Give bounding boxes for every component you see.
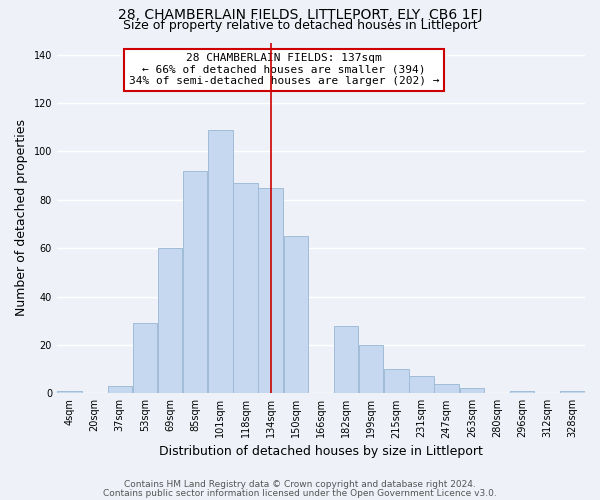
Bar bbox=[334, 326, 358, 394]
Text: 28, CHAMBERLAIN FIELDS, LITTLEPORT, ELY, CB6 1FJ: 28, CHAMBERLAIN FIELDS, LITTLEPORT, ELY,… bbox=[118, 8, 482, 22]
Bar bbox=[409, 376, 434, 394]
Bar bbox=[208, 130, 233, 394]
Bar bbox=[158, 248, 182, 394]
Bar bbox=[359, 345, 383, 394]
Bar bbox=[284, 236, 308, 394]
Bar bbox=[259, 188, 283, 394]
Bar bbox=[107, 386, 132, 394]
Bar bbox=[183, 170, 208, 394]
Bar bbox=[460, 388, 484, 394]
Bar bbox=[384, 369, 409, 394]
Bar bbox=[233, 183, 258, 394]
Text: Contains HM Land Registry data © Crown copyright and database right 2024.: Contains HM Land Registry data © Crown c… bbox=[124, 480, 476, 489]
Bar bbox=[57, 391, 82, 394]
Text: Contains public sector information licensed under the Open Government Licence v3: Contains public sector information licen… bbox=[103, 488, 497, 498]
Bar bbox=[133, 323, 157, 394]
Bar bbox=[510, 391, 535, 394]
Y-axis label: Number of detached properties: Number of detached properties bbox=[15, 120, 28, 316]
Bar bbox=[434, 384, 459, 394]
Text: Size of property relative to detached houses in Littleport: Size of property relative to detached ho… bbox=[122, 19, 478, 32]
Text: 28 CHAMBERLAIN FIELDS: 137sqm
← 66% of detached houses are smaller (394)
34% of : 28 CHAMBERLAIN FIELDS: 137sqm ← 66% of d… bbox=[129, 53, 439, 86]
X-axis label: Distribution of detached houses by size in Littleport: Distribution of detached houses by size … bbox=[159, 444, 483, 458]
Bar bbox=[560, 391, 584, 394]
